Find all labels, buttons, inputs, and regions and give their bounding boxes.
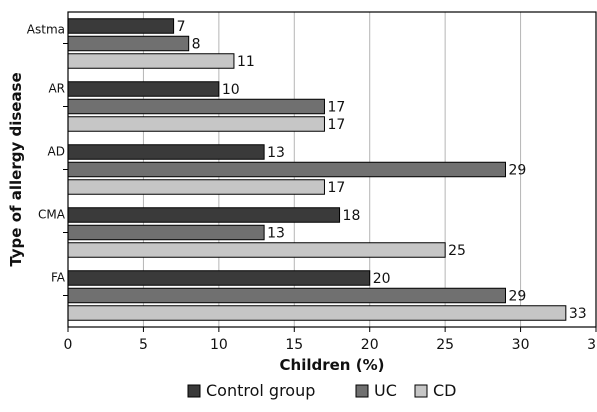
data-label: 17 (327, 117, 345, 133)
data-label: 29 (508, 289, 526, 305)
category-label: AD (48, 144, 65, 158)
data-label: 8 (192, 37, 201, 53)
data-label: 17 (327, 180, 345, 196)
x-tick-label: 35 (587, 337, 597, 353)
data-label: 13 (267, 145, 285, 161)
category-label: AR (48, 81, 65, 95)
legend-label: UC (374, 381, 397, 400)
legend-swatch (414, 384, 428, 398)
legend-label: CD (433, 381, 457, 400)
data-label: 20 (373, 271, 391, 287)
bar (67, 98, 325, 115)
data-label: 33 (569, 306, 587, 322)
bar (67, 35, 190, 52)
bar (67, 161, 506, 178)
data-label: 25 (448, 243, 466, 259)
legend-label: Control group (206, 381, 315, 400)
data-label: 7 (177, 19, 186, 35)
legend-swatch (187, 384, 201, 398)
x-axis-title: Children (%) (280, 356, 385, 374)
x-tick-label: 15 (285, 337, 303, 353)
data-label: 10 (222, 82, 240, 98)
x-tick-label: 5 (139, 337, 148, 353)
x-tick-label: 10 (210, 337, 228, 353)
bar (67, 242, 446, 258)
x-tick-label: 0 (64, 337, 73, 353)
data-label: 13 (267, 226, 285, 242)
data-label: 18 (343, 208, 361, 224)
x-tick-label: 20 (361, 337, 379, 353)
legend-swatch (355, 384, 369, 398)
category-label: Astma (27, 22, 65, 36)
x-tick-label: 25 (436, 337, 454, 353)
bar (67, 207, 341, 223)
bar (67, 81, 220, 97)
data-label: 11 (237, 54, 255, 70)
x-tick-label: 30 (512, 337, 530, 353)
bar (67, 224, 265, 241)
x-axis-ticks: 0 5 10 15 20 25 30 35 (64, 327, 597, 353)
bar (67, 179, 325, 195)
data-label: 17 (327, 100, 345, 116)
bar (67, 116, 325, 132)
bar (67, 18, 175, 34)
bar (67, 305, 567, 321)
category-label: FA (51, 270, 66, 284)
data-label: 29 (508, 163, 526, 179)
y-axis-title: Type of allergy disease (7, 72, 25, 266)
y-axis-categories: Astma AR AD CMA FA (27, 22, 68, 296)
bar (67, 287, 506, 304)
bar (67, 53, 235, 69)
legend: Control group UC CD (187, 381, 457, 400)
category-label: CMA (38, 207, 66, 221)
bar (67, 270, 371, 286)
bar (67, 144, 265, 160)
